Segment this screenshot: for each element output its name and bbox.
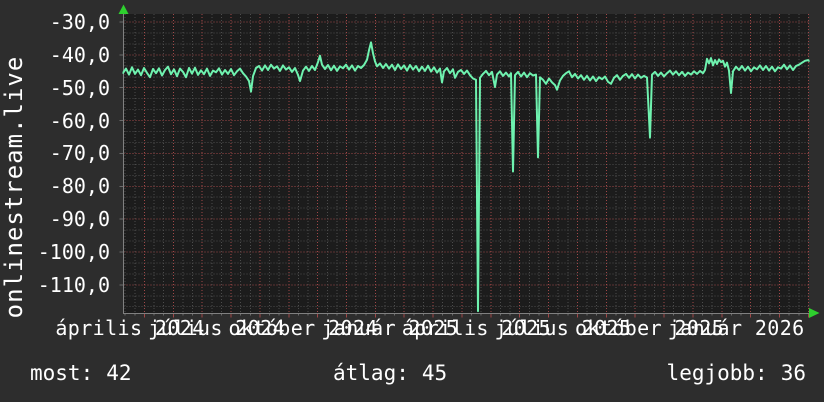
x-axis-label: április 2024 (55, 316, 205, 340)
y-axis-label: -50,0 (49, 75, 110, 100)
stat-most-value: 42 (106, 361, 132, 385)
y-axis-arrow-icon (118, 4, 129, 14)
y-axis-label: -40,0 (49, 42, 110, 67)
y-axis-label: -60,0 (49, 108, 110, 133)
stat-best-value: 36 (780, 361, 806, 385)
stat-most: most: 42 (30, 361, 132, 385)
x-axis-label: július 2025 (494, 316, 632, 340)
x-axis-label: január 2026 (667, 316, 805, 340)
stat-average-label: átlag: (333, 361, 409, 385)
signal-line (122, 41, 810, 313)
x-axis-label: október 2024 (228, 316, 378, 340)
stat-average-value: 45 (421, 361, 448, 385)
x-axis-label: április 2025 (401, 316, 552, 340)
x-axis-label: október 2025 (574, 316, 725, 340)
stat-best-label: legjobb: (666, 361, 768, 385)
y-axis-label: -30,0 (49, 10, 110, 34)
stat-best: legjobb: 36 (667, 361, 806, 385)
stat-most-label: most: (30, 361, 94, 385)
plot-area (123, 14, 809, 313)
y-axis-label: -80,0 (49, 174, 110, 199)
x-axis-arrow-icon (809, 308, 820, 318)
y-axis-label: -70,0 (49, 141, 110, 166)
y-axis-label: -100,0 (37, 239, 110, 264)
y-axis-label: -110,0 (37, 272, 110, 297)
stats-row: most: 42 átlag: 45 legjobb: 36 (0, 361, 824, 391)
x-axis-label: július 2024 (148, 316, 286, 340)
stat-average: átlag: 45 (333, 361, 447, 385)
x-axis-label: január 2025 (321, 316, 459, 340)
y-axis-label: -90,0 (49, 207, 110, 232)
